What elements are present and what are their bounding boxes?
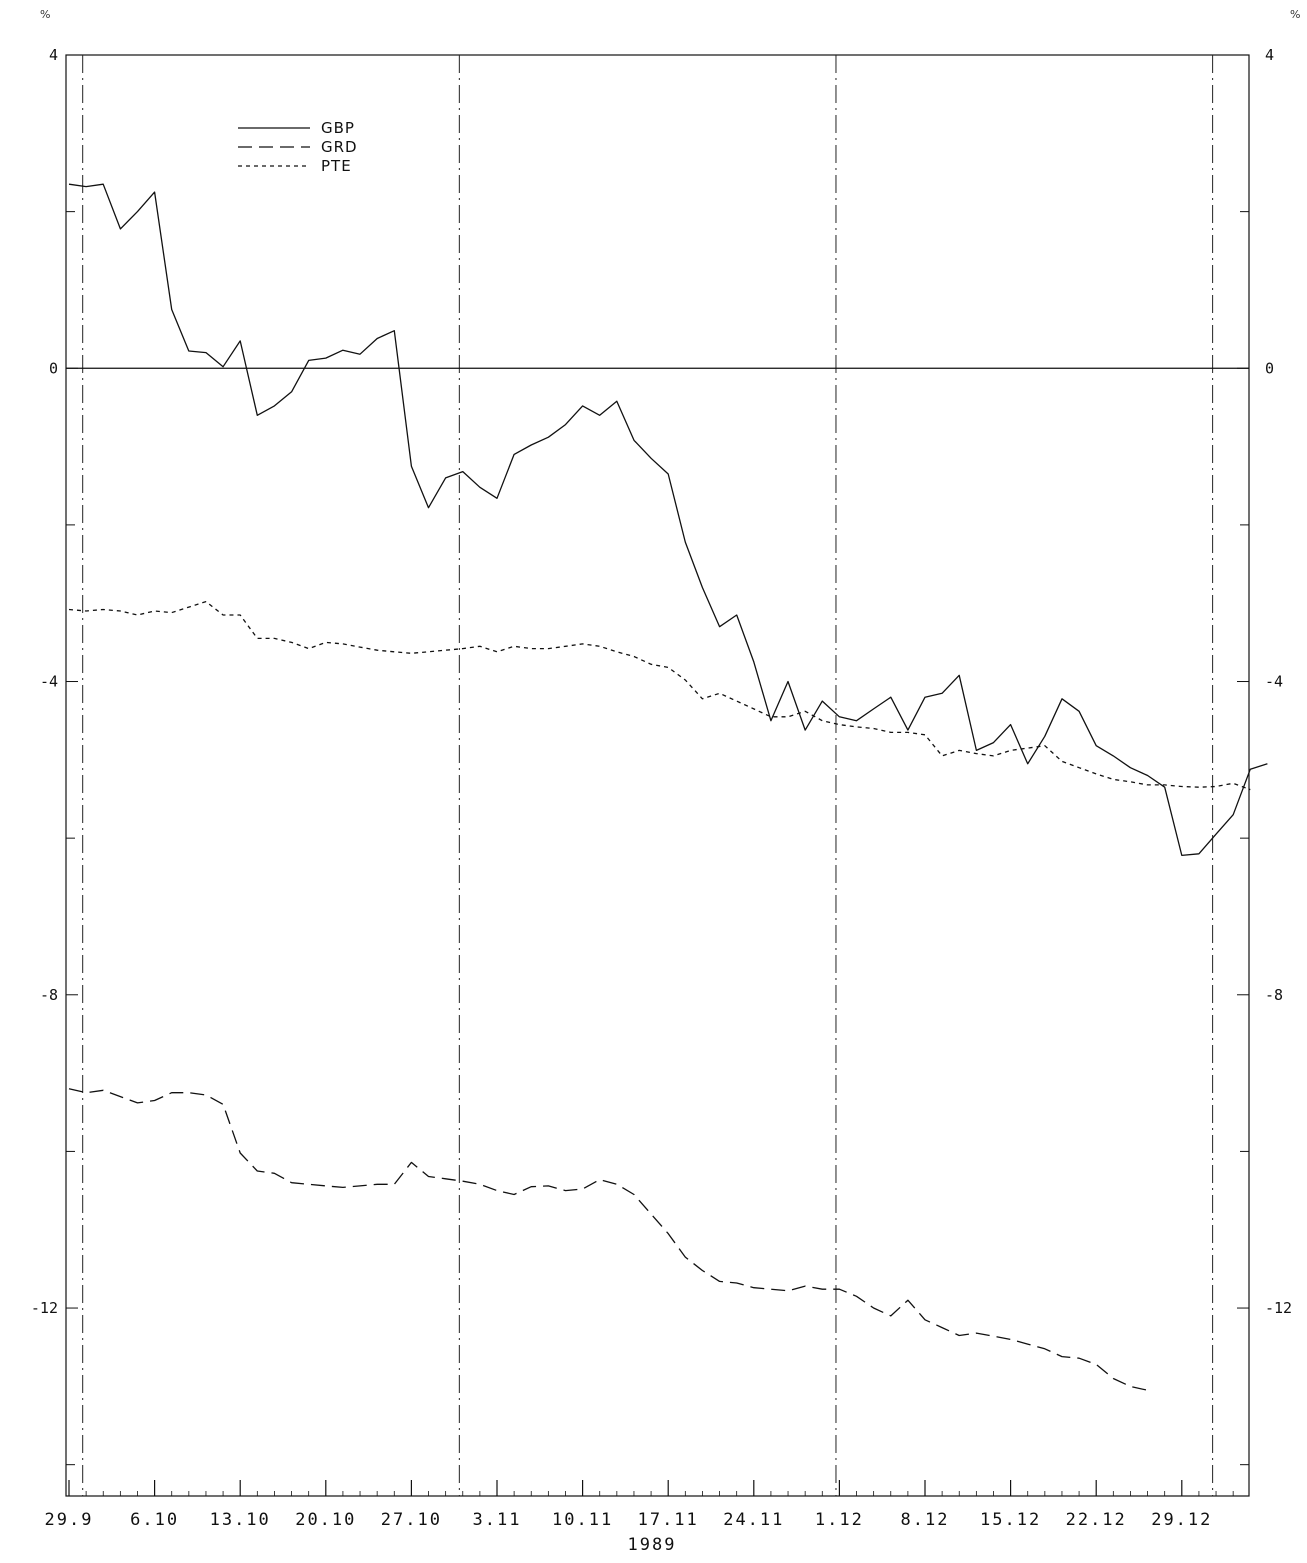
x-tick-label: 20.10 bbox=[295, 1510, 356, 1530]
y-tick-label-right: -12 bbox=[1265, 1299, 1292, 1317]
legend-label-pte: PTE bbox=[321, 157, 352, 175]
y-tick-label-left: -12 bbox=[31, 1299, 58, 1317]
series-line-pte bbox=[68, 600, 1251, 791]
y-tick-label-right: 4 bbox=[1265, 46, 1274, 64]
x-tick-label: 17.11 bbox=[638, 1510, 699, 1530]
plot-frame bbox=[65, 54, 1250, 1497]
x-tick-label: 15.12 bbox=[980, 1510, 1041, 1530]
x-tick-label: 6.10 bbox=[130, 1510, 179, 1530]
legend-label-grd: GRD bbox=[321, 138, 358, 156]
x-axis-label: 1989 bbox=[628, 1535, 677, 1555]
x-tick-label: 10.11 bbox=[552, 1510, 613, 1530]
y-axis-ticks: 4 4 0 0 -4 -4 -8 -8 -12 -12 bbox=[31, 46, 1292, 1466]
legend-label-gbp: GBP bbox=[321, 119, 355, 137]
y-tick-label-right: -4 bbox=[1265, 673, 1283, 691]
x-tick-label: 8.12 bbox=[901, 1510, 950, 1530]
y-unit-right: % bbox=[1290, 8, 1300, 21]
x-tick-label: 29.12 bbox=[1151, 1510, 1212, 1530]
x-tick-label: 24.11 bbox=[723, 1510, 784, 1530]
series-line-gbp bbox=[68, 183, 1268, 857]
x-tick-label: 22.12 bbox=[1066, 1510, 1127, 1530]
series-line-grd bbox=[68, 1088, 1148, 1391]
y-tick-label-right: -8 bbox=[1265, 986, 1283, 1004]
y-tick-label-left: 0 bbox=[49, 359, 58, 377]
x-tick-label: 27.10 bbox=[381, 1510, 442, 1530]
y-tick-label-right: 0 bbox=[1265, 359, 1274, 377]
x-axis-ticks: 29.9 6.10 13.10 20.10 27.10 3.11 10.11 17.11 24.… bbox=[45, 1480, 1234, 1530]
date-reference-lines bbox=[82, 55, 1214, 1496]
y-tick-label-left: 4 bbox=[49, 46, 58, 64]
x-tick-label: 1.12 bbox=[815, 1510, 864, 1530]
series-lines bbox=[68, 183, 1268, 1391]
y-unit-left: % bbox=[40, 8, 50, 21]
x-tick-label: 29.9 bbox=[45, 1510, 94, 1530]
x-tick-label: 3.11 bbox=[473, 1510, 522, 1530]
y-tick-label-left: -8 bbox=[40, 986, 58, 1004]
x-tick-label: 13.10 bbox=[210, 1510, 271, 1530]
y-tick-label-left: -4 bbox=[40, 673, 58, 691]
